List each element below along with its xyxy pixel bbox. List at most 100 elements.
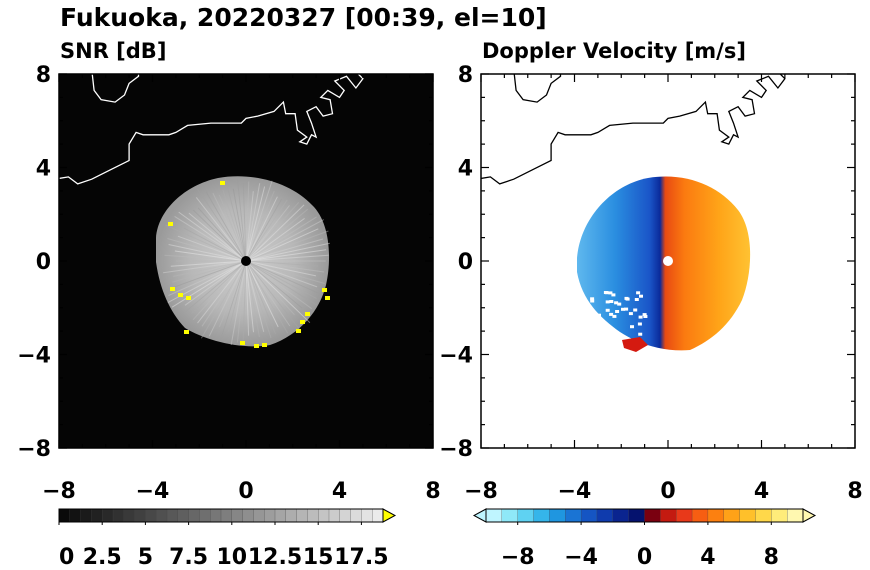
doppler-colorbar-swatch (549, 508, 566, 523)
snr-ray (169, 260, 247, 290)
snr-colorbar-label: 10 (216, 545, 247, 570)
snr-ray (245, 260, 260, 337)
snr-ray (227, 260, 247, 332)
snr-overflow-speckle (262, 343, 267, 347)
doppler-gap (633, 308, 638, 312)
snr-ray (218, 260, 247, 327)
snr-colorbar-swatch (220, 508, 233, 523)
snr-ray (242, 260, 247, 341)
doppler-colorbar-label: 0 (637, 545, 652, 570)
snr-ray (245, 260, 312, 310)
snr-ray (245, 230, 329, 262)
snr-ray (167, 238, 247, 262)
doppler-panel-title: Doppler Velocity [m/s] (482, 39, 746, 63)
doppler-gap (612, 314, 617, 318)
snr-colorbar-swatch (274, 508, 287, 523)
doppler-colorbar-swatch (596, 508, 614, 523)
snr-ray (245, 260, 311, 324)
doppler-colorbar-swatch (707, 508, 725, 523)
snr-overflow-speckle (300, 320, 305, 324)
doppler-colorbar-swatch (676, 508, 693, 523)
snr-colorbar-swatch (199, 508, 211, 523)
snr-radial-texture (163, 177, 331, 345)
snr-colorbar-swatch (253, 508, 265, 523)
snr-axes: −8 −4 0 4 8 8 4 0 −4 −8 (17, 63, 440, 504)
snr-ray (245, 186, 266, 262)
doppler-gap (643, 315, 648, 318)
snr-y-tick-label: −8 (17, 437, 51, 462)
snr-ray (197, 260, 247, 324)
snr-coastline (59, 74, 364, 185)
doppler-colorbar-swatch (787, 508, 804, 523)
snr-colorbar-swatch (69, 508, 82, 523)
doppler-gap (630, 325, 634, 329)
snr-ray (245, 181, 250, 262)
snr-ray (245, 260, 289, 334)
doppler-echo-region (577, 176, 751, 351)
doppler-gap (621, 307, 625, 311)
doppler-y-tick-label: 0 (458, 250, 473, 275)
doppler-colorbar: −8 −4 0 4 8 (472, 508, 817, 570)
snr-y-tick-label: 0 (36, 250, 51, 275)
snr-ray (245, 260, 295, 316)
snr-ray (191, 260, 247, 314)
snr-overflow-speckle (325, 296, 330, 300)
doppler-colorbar-label: 8 (764, 545, 779, 570)
doppler-gap (588, 323, 593, 327)
doppler-gap (590, 297, 595, 301)
snr-colorbar-swatch (210, 508, 222, 523)
snr-ray (245, 260, 302, 332)
snr-ray (245, 260, 303, 309)
snr-colorbar-swatch (166, 508, 179, 523)
doppler-gap (587, 307, 592, 311)
snr-ray (242, 182, 247, 262)
snr-high-values (168, 181, 330, 348)
snr-colorbar-swatch (339, 508, 352, 523)
snr-ray (168, 244, 247, 262)
doppler-x-tick-label: 4 (754, 479, 769, 504)
doppler-colorbar-swatch (485, 508, 503, 523)
doppler-colorbar-label: 4 (700, 545, 715, 570)
snr-ray (245, 190, 275, 262)
snr-ray (245, 217, 305, 262)
doppler-gap (607, 332, 612, 336)
snr-overflow-speckle (184, 330, 189, 334)
doppler-gap (609, 300, 614, 303)
snr-colorbar-swatch (123, 508, 136, 523)
snr-colorbar-swatch (145, 508, 157, 523)
snr-y-tick-label: −4 (17, 344, 51, 369)
snr-ray (196, 188, 247, 262)
snr-colorbar-swatch (58, 508, 71, 523)
snr-ray (165, 224, 247, 262)
snr-colorbar-label: 17.5 (334, 545, 388, 570)
snr-overflow-speckle (178, 293, 183, 297)
doppler-gap (603, 330, 608, 334)
doppler-x-tick-label: 0 (660, 479, 675, 504)
snr-overflow-speckle (296, 329, 301, 333)
doppler-colorbar-swatch (771, 508, 788, 523)
snr-overflow-speckle (305, 312, 310, 316)
snr-ray (178, 211, 247, 262)
doppler-colorbar-swatch (644, 508, 662, 523)
doppler-x-tick-label: −4 (558, 479, 592, 504)
snr-ray (164, 254, 247, 262)
snr-ray (168, 260, 247, 297)
doppler-x-tick-label: −8 (464, 479, 498, 504)
doppler-gap (590, 299, 595, 303)
snr-ray (171, 260, 247, 308)
snr-colorbar-label: 7.5 (169, 545, 208, 570)
doppler-gap (642, 313, 647, 317)
snr-colorbar-label: 15 (303, 545, 334, 570)
snr-ray (245, 199, 288, 262)
doppler-gap (637, 322, 642, 326)
snr-x-tick-label: 4 (332, 479, 347, 504)
snr-ray (180, 260, 247, 316)
doppler-colorbar-overflow (802, 508, 817, 523)
doppler-y-tick-label: 4 (458, 157, 473, 182)
snr-overflow-speckle (322, 288, 327, 292)
snr-ray (245, 202, 300, 262)
doppler-gap (613, 334, 617, 338)
doppler-x-tick-label: 8 (847, 479, 862, 504)
snr-colorbar-frame (58, 508, 384, 523)
doppler-gap (605, 308, 610, 312)
